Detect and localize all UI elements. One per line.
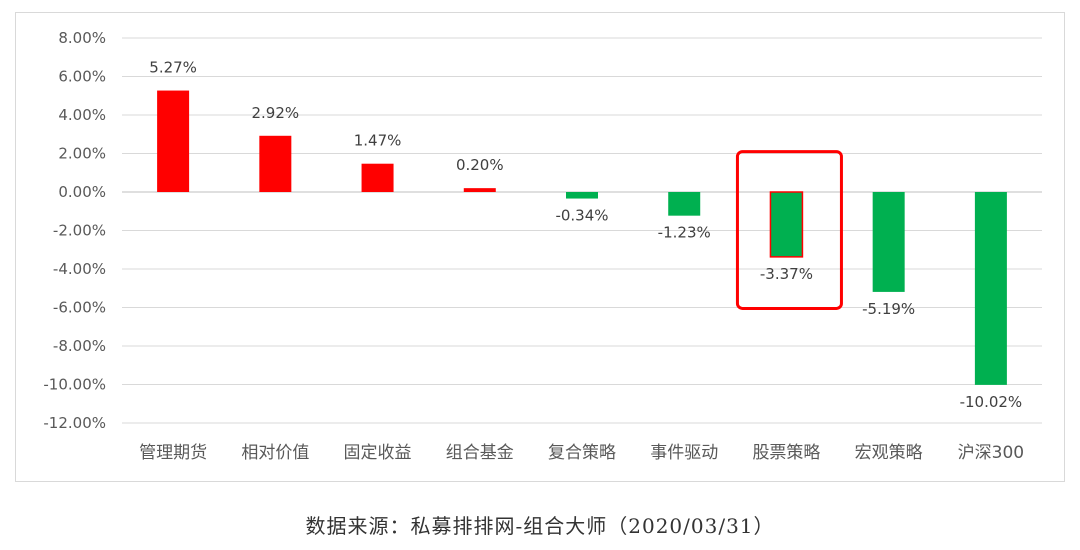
y-tick-label: -8.00% — [53, 337, 106, 355]
data-label: 0.20% — [456, 156, 504, 174]
bar — [463, 188, 496, 192]
bar — [259, 135, 292, 192]
data-label: -5.19% — [862, 300, 915, 318]
y-tick-label: -10.00% — [43, 376, 106, 394]
bar — [361, 163, 394, 192]
chart-frame — [15, 12, 1065, 482]
x-tick-label: 组合基金 — [446, 443, 514, 463]
bar — [769, 191, 804, 258]
x-tick-label: 股票策略 — [752, 443, 820, 463]
data-label: -0.34% — [555, 207, 608, 225]
y-tick-label: -12.00% — [43, 414, 106, 432]
x-tick-label: 相对价值 — [241, 443, 309, 463]
x-tick-label: 固定收益 — [344, 443, 412, 463]
y-tick-label: 4.00% — [58, 106, 106, 124]
y-tick-label: -4.00% — [53, 260, 106, 278]
bar — [566, 192, 598, 199]
data-label: 1.47% — [354, 132, 402, 150]
y-tick-label: -2.00% — [53, 222, 106, 240]
data-label: -1.23% — [658, 224, 711, 242]
y-tick-label: -6.00% — [53, 299, 106, 317]
bar — [974, 192, 1007, 385]
x-tick-label: 沪深300 — [958, 443, 1024, 463]
x-tick-label: 宏观策略 — [855, 443, 923, 463]
data-label: 2.92% — [252, 104, 300, 122]
highlight-box — [735, 150, 843, 310]
y-tick-label: 0.00% — [58, 183, 106, 201]
bar — [668, 192, 701, 216]
source-note: 数据来源：私募排排网-组合大师（2020/03/31） — [305, 514, 775, 538]
x-tick-label: 管理期货 — [139, 443, 207, 463]
y-tick-label: 2.00% — [58, 145, 106, 163]
y-tick-label: 6.00% — [58, 68, 106, 86]
bar-chart: 8.00% 6.00% 4.00% 2.00% 0.00% -2.00% -4.00% -6.… — [43, 29, 1042, 463]
bar — [157, 90, 190, 192]
bar — [872, 192, 905, 292]
data-label: 5.27% — [149, 59, 197, 77]
data-label: -10.02% — [960, 393, 1023, 411]
x-tick-label: 复合策略 — [548, 443, 616, 463]
data-label: -3.37% — [760, 265, 813, 283]
x-tick-label: 事件驱动 — [650, 443, 718, 463]
y-tick-label: 8.00% — [58, 29, 106, 47]
